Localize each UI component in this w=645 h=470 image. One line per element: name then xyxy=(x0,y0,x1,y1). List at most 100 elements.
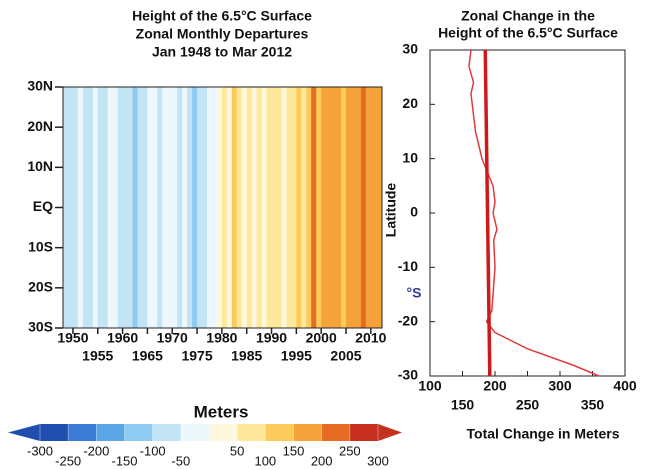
heat-cell xyxy=(152,87,158,328)
x-tick-label: 1955 xyxy=(82,348,113,364)
heat-cell xyxy=(72,87,79,328)
heat-cell xyxy=(326,87,332,328)
heat-cell xyxy=(197,87,203,328)
chart-title: Height of the 6.5°C Surface xyxy=(132,8,312,24)
heat-cell xyxy=(251,87,257,328)
x-tick-label: 150 xyxy=(451,397,475,413)
heat-cell xyxy=(122,87,128,328)
colorbar-tick-label: -50 xyxy=(171,453,190,468)
colorbar-tick-label: -100 xyxy=(140,443,166,458)
colorbar-segment xyxy=(96,424,125,441)
heat-cell xyxy=(216,87,223,328)
chart-title: Zonal Monthly Departures xyxy=(136,26,309,42)
y-tick-label: 0 xyxy=(410,204,418,220)
heat-cell xyxy=(246,87,252,328)
heat-cell xyxy=(92,87,99,328)
heat-cell xyxy=(107,87,113,328)
colorbar-segment xyxy=(124,424,154,441)
heat-cell xyxy=(117,87,123,328)
heat-cell xyxy=(77,87,84,328)
heat-cell xyxy=(296,87,302,328)
y-tick-label: 30N xyxy=(27,78,53,94)
x-tick-label: 100 xyxy=(418,378,442,394)
x-tick-label: 250 xyxy=(516,397,540,413)
colorbar-segment xyxy=(40,424,69,441)
heat-cell xyxy=(346,87,352,328)
colorbar-end xyxy=(8,424,40,441)
y-tick-label: -20 xyxy=(398,312,418,328)
colorbar-segment xyxy=(293,424,323,441)
x-tick-label: 200 xyxy=(483,378,507,394)
heat-cell xyxy=(211,87,218,328)
heat-cell xyxy=(226,87,233,328)
y-tick-label: 20N xyxy=(27,118,53,134)
heat-cell xyxy=(231,87,238,328)
y-tick-label: 10 xyxy=(402,149,418,165)
heat-cell xyxy=(187,87,193,328)
heat-cell xyxy=(177,87,183,328)
heat-cell xyxy=(167,87,173,328)
colorbar-segment xyxy=(237,424,266,441)
x-tick-label: 1970 xyxy=(157,330,188,346)
chart-title: Height of the 6.5°C Surface xyxy=(438,25,618,41)
colorbar-title: Meters xyxy=(194,402,249,421)
heat-cell xyxy=(157,87,163,328)
y-tick-label: 10N xyxy=(27,158,53,174)
line xyxy=(468,49,600,377)
heat-cell xyxy=(350,87,357,328)
heat-cell xyxy=(132,87,138,328)
heat-cell xyxy=(375,87,382,328)
heat-cell xyxy=(236,87,243,328)
x-tick-label: 1995 xyxy=(281,348,312,364)
heat-cell xyxy=(331,87,337,328)
chart-title: Zonal Change in the xyxy=(461,8,595,24)
heat-cell xyxy=(321,87,327,328)
heat-cell xyxy=(67,87,74,328)
heat-cell xyxy=(206,87,213,328)
heat-cell xyxy=(301,87,307,328)
annotation: °S xyxy=(407,285,422,301)
y-tick-label: 20S xyxy=(28,279,53,295)
colorbar-segment xyxy=(321,424,351,441)
colorbar-tick-label: 300 xyxy=(367,453,389,468)
chart-title: Jan 1948 to Mar 2012 xyxy=(152,44,292,60)
x-tick-label: 1980 xyxy=(206,330,237,346)
colorbar-tick-label: -150 xyxy=(111,453,137,468)
heat-cell xyxy=(276,87,282,328)
x-tick-label: 2005 xyxy=(330,348,361,364)
heat-cell xyxy=(82,87,89,328)
heat-cell xyxy=(271,87,277,328)
heat-cell xyxy=(63,87,69,328)
colorbar-tick-label: 200 xyxy=(311,453,333,468)
y-tick-label: 30 xyxy=(402,41,418,57)
x-tick-label: 1965 xyxy=(132,348,163,364)
colorbar-end xyxy=(378,424,402,441)
colorbar-segment xyxy=(152,424,182,441)
x-tick-label: 1960 xyxy=(107,330,138,346)
heat-cell xyxy=(341,87,347,328)
x-tick-label: 400 xyxy=(613,378,637,394)
heat-cell xyxy=(365,87,372,328)
x-tick-label: 300 xyxy=(548,378,572,394)
line xyxy=(483,49,492,377)
y-tick-label: -30 xyxy=(398,367,418,383)
y-tick-label: 20 xyxy=(402,95,418,111)
heat-cell xyxy=(360,87,367,328)
x-tick-label: 1975 xyxy=(181,348,212,364)
heat-cell xyxy=(311,87,317,328)
heat-cell xyxy=(355,87,362,328)
heat-cell xyxy=(261,87,267,328)
colorbar-tick-label: -200 xyxy=(83,443,109,458)
plot-frame xyxy=(429,49,626,377)
heat-cell xyxy=(112,87,118,328)
heat-cell xyxy=(256,87,262,328)
x-tick-label: 2010 xyxy=(355,330,386,346)
heat-cell xyxy=(147,87,153,328)
colorbar-segment xyxy=(68,424,97,441)
y-tick-label: 30S xyxy=(28,319,53,335)
colorbar-segment xyxy=(209,424,238,441)
heat-cell xyxy=(286,87,292,328)
heat-cell xyxy=(221,87,228,328)
x-tick-label: 350 xyxy=(581,397,605,413)
